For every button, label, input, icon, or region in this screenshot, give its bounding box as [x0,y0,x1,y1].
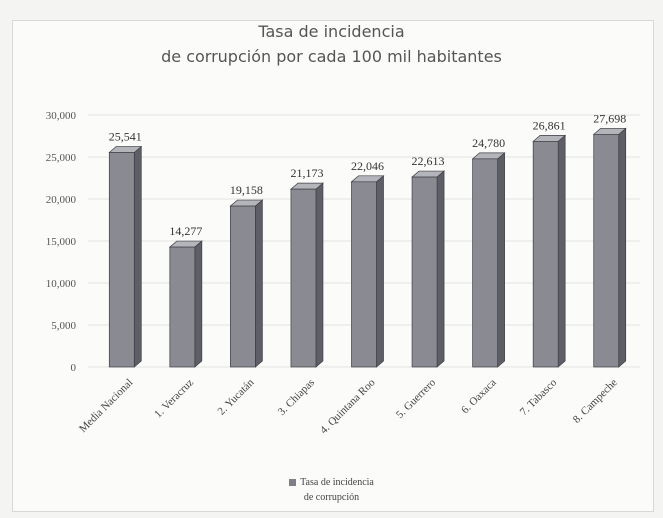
bar-side [255,199,263,368]
bar-side [133,145,142,368]
data-label: 25,541 [109,129,142,143]
y-tick-label: 25,000 [46,152,77,164]
x-tick-label: 2. Yucatán [215,376,256,417]
chart-legend: Tasa de incidencia de corrupción [0,475,663,505]
x-tick-label: 6. Oaxaca [459,377,499,417]
bar [108,152,135,368]
bar-side [557,134,566,368]
y-tick-label: 20,000 [46,194,77,206]
bar-side [618,127,627,368]
y-tick-label: 30,000 [46,110,77,122]
bar [532,141,559,368]
x-tick-label: 3. Chiapas [276,377,317,418]
bar-side [436,170,445,368]
data-label: 22,613 [412,154,445,168]
bar [411,176,438,368]
chart-subtitle: de corrupción por cada 100 mil habitante… [161,47,502,66]
y-tick-label: 15,000 [46,236,77,248]
y-tick-label: 0 [71,362,77,374]
bar [351,181,377,368]
bar-side [497,152,505,368]
bar-side [194,240,203,368]
x-tick-label: Media Nacional [77,377,135,435]
x-tick-label: 5. Guerrero [394,376,439,421]
x-tick-label: 1. Veracruz [152,377,196,421]
bar [169,246,196,368]
legend-swatch [289,479,297,487]
data-label: 27,698 [593,111,626,125]
data-label: 21,173 [290,166,323,180]
y-tick-label: 5,000 [51,320,76,332]
x-tick-label: 7. Tabasco [518,376,560,418]
data-label: 22,046 [351,159,384,173]
bar-side [376,175,384,368]
bar [593,133,620,368]
data-label: 26,861 [533,118,566,132]
x-tick-label: 8. Campeche [571,377,620,426]
chart-title: Tasa de incidencia [258,22,405,41]
data-label: 24,780 [472,136,505,150]
x-tick-label: 4. Quintana Roo [318,376,378,436]
data-label: 14,277 [169,224,202,238]
bar [230,205,256,368]
y-tick-label: 10,000 [46,278,77,290]
bar [472,158,498,368]
bar-side [315,182,324,368]
bar [290,188,317,368]
data-label: 19,158 [230,183,263,197]
legend-label-line2: de corrupción [303,492,360,503]
legend-label-line1: Tasa de incidencia [300,477,374,488]
